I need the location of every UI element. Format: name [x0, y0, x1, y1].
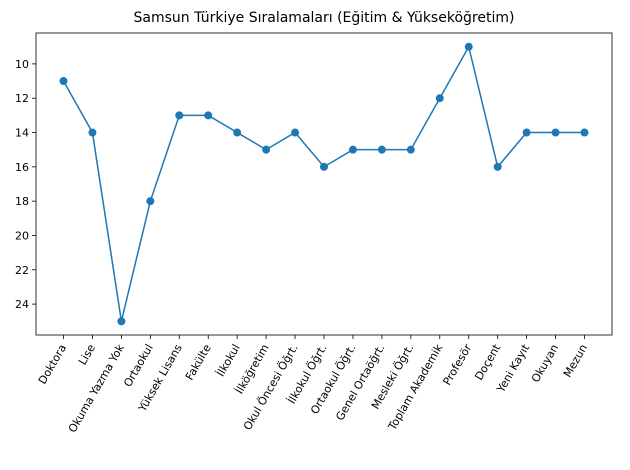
point — [88, 128, 97, 137]
y-tick-label: 12 — [15, 92, 29, 105]
x-tick-label: Toplam Akademik — [385, 341, 446, 433]
x-tick-label: Okuma Yazma Yok — [66, 341, 127, 434]
point — [291, 128, 300, 137]
y-tick-label: 24 — [15, 298, 29, 311]
x-tick-label: Fakülte — [183, 342, 214, 383]
y-tick-label: 14 — [15, 127, 29, 140]
point — [233, 128, 242, 137]
point — [262, 145, 271, 154]
x-tick-label: Mezun — [561, 342, 590, 380]
point — [551, 128, 560, 137]
point — [175, 111, 184, 120]
x-tick-label: Profesör — [441, 342, 475, 388]
chart-title: Samsun Türkiye Sıralamaları (Eğitim & Yü… — [134, 10, 515, 26]
point — [59, 77, 68, 86]
y-tick-label: 22 — [15, 264, 29, 277]
point — [377, 145, 386, 154]
point — [435, 94, 444, 103]
point — [146, 197, 155, 206]
x-tick-label: Lise — [76, 342, 98, 367]
y-tick-label: 20 — [15, 229, 29, 242]
point — [464, 42, 473, 51]
point — [117, 317, 126, 326]
x-tick-label: Doçent — [472, 341, 503, 382]
y-tick-label: 16 — [15, 161, 29, 174]
point — [406, 145, 415, 154]
point — [522, 128, 531, 137]
point — [320, 162, 328, 171]
point — [580, 128, 589, 137]
point — [493, 162, 502, 171]
x-tick-label: Doktora — [36, 342, 69, 387]
y-tick-label: 18 — [15, 195, 29, 208]
line — [62, 44, 585, 322]
plot-frame — [35, 32, 613, 336]
y-tick-label: 10 — [15, 58, 29, 71]
x-tick-label: Okuyan — [529, 342, 561, 385]
x-tick-label: İlkokul — [214, 342, 243, 379]
point — [348, 145, 357, 154]
point — [204, 111, 213, 120]
